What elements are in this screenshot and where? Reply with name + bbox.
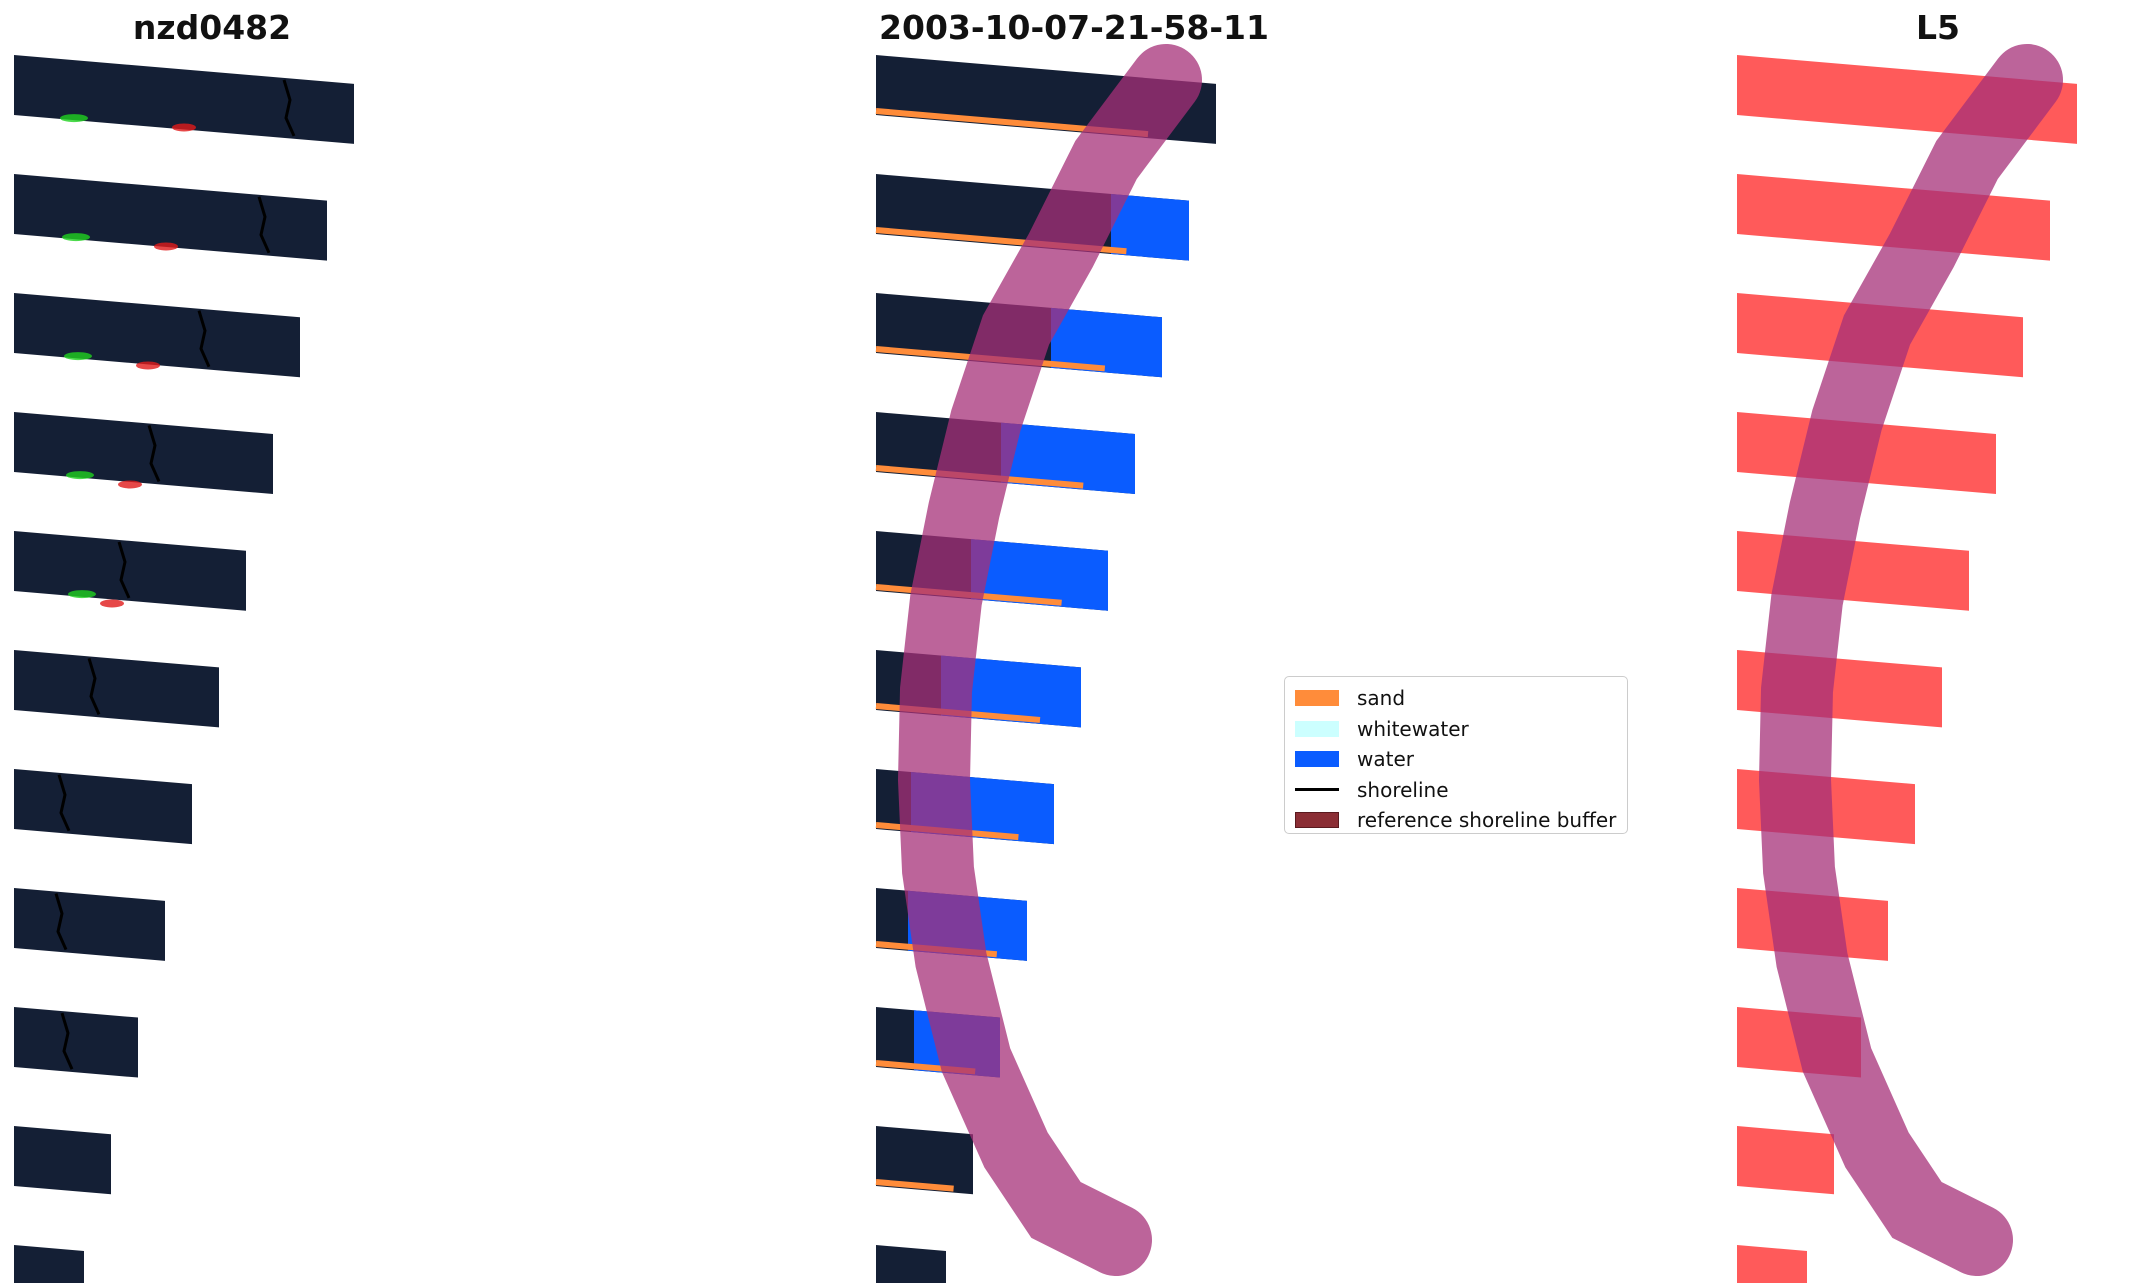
- shoreline-trace: [60, 1012, 74, 1070]
- red-marker: [136, 361, 160, 370]
- legend-label-whitewater: whitewater: [1357, 716, 1469, 741]
- shoreline-trace: [257, 196, 271, 254]
- legend-item-sand: sand: [1295, 683, 1617, 714]
- shoreline-trace: [147, 425, 161, 483]
- image-strip: [14, 769, 192, 845]
- red-marker: [172, 123, 196, 132]
- sand-edge: [875, 1179, 954, 1192]
- red-marker: [154, 242, 178, 251]
- mask-strip: [1737, 1126, 1834, 1195]
- shoreline-trace: [117, 541, 131, 599]
- image-strip: [14, 1007, 138, 1078]
- green-marker: [64, 352, 92, 361]
- legend-item-buffer: reference shoreline buffer: [1295, 805, 1617, 836]
- panel-title-satellite: L5: [1916, 8, 1960, 47]
- reference-shoreline-buffer: [897, 44, 1202, 1276]
- legend-swatch-buffer: [1295, 812, 1339, 829]
- shoreline-trace: [57, 774, 71, 832]
- image-strip: [14, 174, 327, 261]
- legend-item-shoreline: shoreline: [1295, 775, 1617, 806]
- legend-label-shoreline: shoreline: [1357, 777, 1449, 802]
- green-marker: [66, 471, 94, 480]
- legend-label-buffer: reference shoreline buffer: [1357, 808, 1617, 833]
- image-strip: [14, 531, 246, 611]
- green-marker: [62, 233, 90, 242]
- classified-strip: [876, 1126, 973, 1195]
- water-region: [1111, 193, 1189, 261]
- image-strip: [14, 888, 165, 961]
- water-region: [1051, 307, 1162, 378]
- legend-swatch-water: [1295, 751, 1339, 768]
- panel-title-image: nzd0482: [132, 8, 292, 47]
- legend-item-whitewater: whitewater: [1295, 714, 1617, 745]
- legend-swatch-whitewater: [1295, 720, 1339, 737]
- image-strip: [14, 1126, 111, 1195]
- panel-title-classification: 2003-10-07-21-58-11: [879, 8, 1269, 47]
- green-marker: [60, 114, 88, 123]
- legend: sand whitewater water shoreline referenc…: [1284, 676, 1628, 834]
- classified-strip: [876, 1245, 946, 1283]
- shoreline-trace: [197, 310, 211, 368]
- red-marker: [118, 480, 142, 489]
- legend-label-water: water: [1357, 747, 1414, 772]
- reference-shoreline-buffer: [1758, 44, 2063, 1276]
- mask-strip: [1737, 1245, 1807, 1283]
- shoreline-trace: [54, 893, 68, 951]
- legend-item-water: water: [1295, 744, 1617, 775]
- water-region: [941, 655, 1081, 728]
- shoreline-trace: [87, 657, 101, 715]
- legend-swatch-sand: [1295, 690, 1339, 707]
- legend-swatch-shoreline: [1295, 788, 1339, 792]
- green-marker: [68, 590, 96, 599]
- image-strip: [14, 1245, 84, 1283]
- image-strip: [14, 650, 219, 728]
- legend-label-sand: sand: [1357, 686, 1406, 711]
- water-region: [1001, 422, 1135, 495]
- water-region: [971, 539, 1108, 611]
- image-strip: [14, 55, 354, 144]
- red-marker: [100, 599, 124, 608]
- shoreline-trace: [282, 79, 296, 137]
